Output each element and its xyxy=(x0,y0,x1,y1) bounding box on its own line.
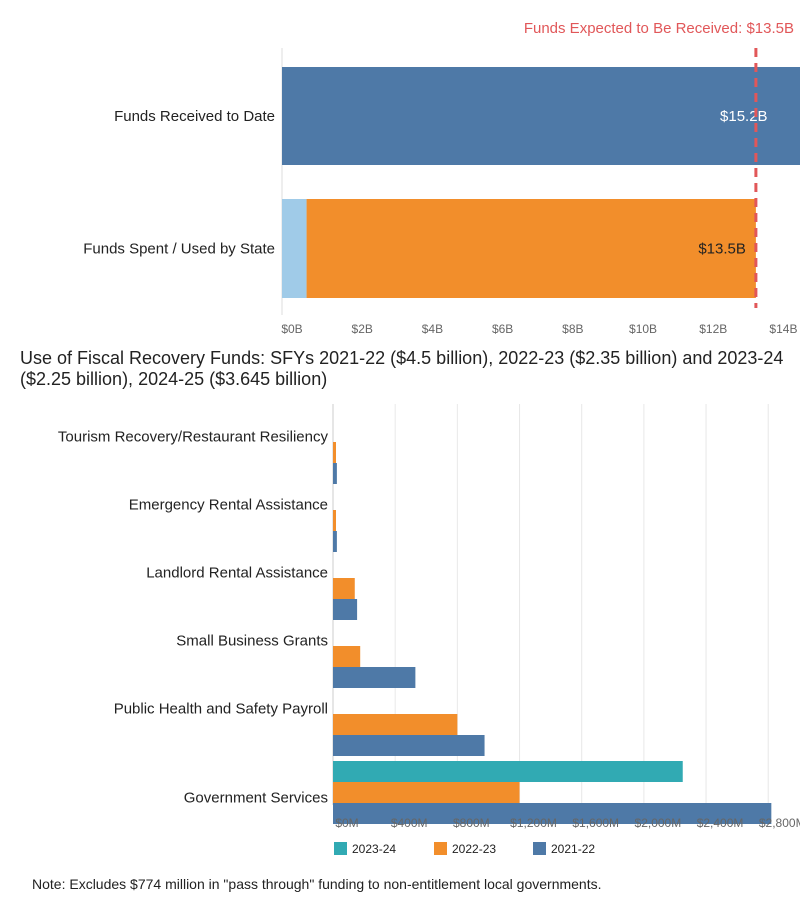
legend-swatch-2022-23 xyxy=(434,842,447,855)
bar-2022-23 xyxy=(333,782,520,803)
x-tick-label: $0B xyxy=(281,322,302,336)
category-label: Tourism Recovery/Restaurant Resiliency xyxy=(58,429,329,446)
bar-2022-23 xyxy=(333,646,361,667)
category-label: Public Health and Safety Payroll xyxy=(114,701,328,718)
x-tick-label: $12B xyxy=(699,322,727,336)
category-label: Landlord Rental Assistance xyxy=(146,565,328,582)
bar-2022-23 xyxy=(333,714,458,735)
bar-2023-24 xyxy=(333,761,683,782)
x-tick-label: $2,000M xyxy=(635,816,682,830)
data-label-spent: $13.5B xyxy=(698,241,746,258)
bar-2022-23 xyxy=(333,510,336,531)
data-label-received: $15.2B xyxy=(720,108,768,125)
x-tick-label: $0M xyxy=(335,816,358,830)
bar-2022-23 xyxy=(333,442,336,463)
x-tick-label: $14B xyxy=(769,322,797,336)
footnote: Note: Excludes $774 million in "pass thr… xyxy=(32,876,602,892)
x-tick-label: $2,800M xyxy=(759,816,800,830)
legend-label: 2021-22 xyxy=(551,842,595,856)
category-label: Emergency Rental Assistance xyxy=(129,497,328,514)
x-tick-label: $400M xyxy=(391,816,428,830)
bar-2021-22 xyxy=(333,531,337,552)
x-tick-label: $2,400M xyxy=(697,816,744,830)
legend-label: 2022-23 xyxy=(452,842,496,856)
x-tick-label: $10B xyxy=(629,322,657,336)
bar-2021-22 xyxy=(333,463,337,484)
x-tick-label: $800M xyxy=(453,816,490,830)
x-tick-label: $4B xyxy=(422,322,443,336)
x-tick-label: $1,600M xyxy=(572,816,619,830)
legend-swatch-2023-24 xyxy=(334,842,347,855)
bar-2021-22 xyxy=(333,735,485,756)
legend-swatch-2021-22 xyxy=(533,842,546,855)
bar-funds-received xyxy=(282,67,800,165)
category-label: Funds Spent / Used by State xyxy=(83,241,275,258)
x-tick-label: $8B xyxy=(562,322,583,336)
category-label: Funds Received to Date xyxy=(114,108,275,125)
bar-2021-22 xyxy=(333,599,358,620)
reference-line-label: Funds Expected to Be Received: $13.5B xyxy=(524,20,794,37)
bar-2022-23 xyxy=(333,578,355,599)
bar-2021-22 xyxy=(333,667,416,688)
chart2-title: Use of Fiscal Recovery Funds: SFYs 2021-… xyxy=(20,348,784,389)
x-tick-label: $2B xyxy=(352,322,373,336)
category-label: Government Services xyxy=(184,790,328,807)
bar-funds-spent xyxy=(306,199,756,298)
category-label: Small Business Grants xyxy=(176,633,328,650)
bar-funds-spent-prior xyxy=(282,199,307,298)
legend-label: 2023-24 xyxy=(352,842,396,856)
x-tick-label: $1,200M xyxy=(510,816,557,830)
bar-2021-22 xyxy=(333,803,772,824)
x-tick-label: $6B xyxy=(492,322,513,336)
